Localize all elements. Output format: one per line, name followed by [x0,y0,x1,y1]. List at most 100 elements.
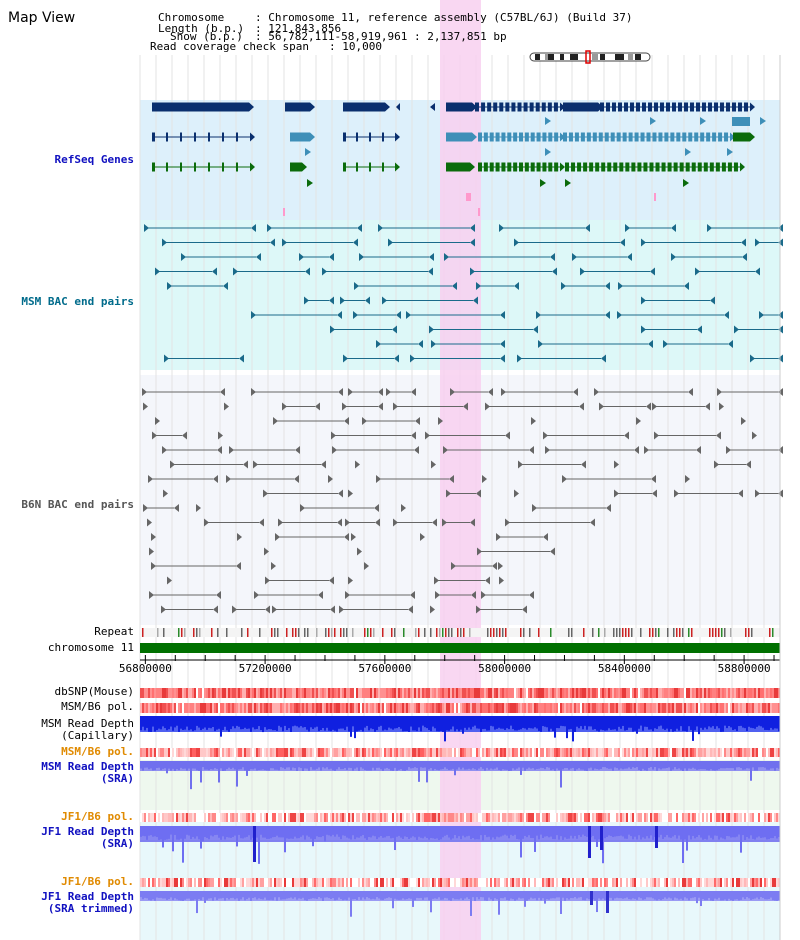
heat-cell [410,688,412,698]
heat-cell [738,878,740,887]
heat-cell [470,688,472,698]
depth-bar [186,716,188,727]
heat-cell [296,748,298,757]
heat-cell [170,878,172,887]
depth-bar [368,891,370,899]
track-label-jf1-read-depth-sra[interactable]: JF1 Read Depth (SRA) [41,825,134,850]
depth-bar [680,826,682,840]
heat-cell [730,703,732,713]
heat-cell [730,878,732,887]
msm-bac-end [418,340,423,348]
depth-bar [378,761,380,768]
b6n-bac-end [408,605,413,614]
depth-bar [532,891,534,899]
track-label-jf1-read-depth-trimmed[interactable]: JF1 Read Depth (SRA trimmed) [41,890,134,915]
b6n-bac-end [471,591,476,599]
heat-cell [616,813,618,822]
heat-cell [216,688,218,698]
depth-bar [398,826,400,836]
depth-bar [698,716,700,735]
heat-cell [342,878,344,887]
depth-bar [524,761,526,771]
heat-cell [602,688,604,698]
depth-bar [276,761,278,770]
b6n-bac-end [485,402,490,411]
track-label-repeat[interactable]: Repeat [94,625,134,638]
heat-cell [524,703,526,713]
depth-bar [308,826,310,837]
heat-cell [400,813,402,822]
track-label-dbsnp[interactable]: dbSNP(Mouse) [54,685,134,698]
heat-cell [624,878,626,887]
heat-cell [526,748,528,757]
heat-cell [778,813,780,822]
depth-bar [778,826,780,837]
b6n-bac-end [599,402,604,411]
depth-bar [388,826,390,836]
depth-bar [618,826,620,837]
depth-bar [752,761,754,768]
track-label-jf1-b6-pol-2[interactable]: JF1/B6 pol. [61,875,134,888]
heat-cell [690,748,692,757]
heat-cell [442,878,444,887]
repeat-element [442,628,444,637]
track-label-msm-read-depth-sra[interactable]: MSM Read Depth (SRA) [41,760,134,785]
depth-bar [768,891,770,900]
track-label-b6n-bac[interactable]: B6N BAC end pairs [21,498,134,511]
gene-exon [524,162,529,172]
heat-cell [394,878,396,887]
heat-cell [484,878,486,887]
heat-cell [234,688,236,698]
heat-cell [404,688,406,698]
heat-cell [284,688,286,698]
heat-cell [370,703,372,713]
gene-exon [697,162,702,172]
depth-bar [146,761,148,768]
depth-bar [142,761,144,771]
depth-bar [658,761,660,769]
heat-cell [220,813,222,822]
depth-bar [488,716,490,731]
depth-bar [212,716,214,728]
depth-bar [312,761,314,770]
track-label-msm-bac[interactable]: MSM BAC end pairs [21,295,134,308]
heat-cell [250,878,252,887]
depth-bar [246,826,248,837]
depth-bar [242,761,244,768]
depth-bar [358,716,360,731]
depth-bar [226,761,228,770]
heat-cell [204,703,206,713]
depth-bar [336,716,338,732]
b6n-bac-end [264,547,269,556]
depth-bar [646,761,648,771]
depth-bar [778,716,780,732]
heat-cell [306,813,308,822]
heat-cell [490,748,492,757]
track-label-msm-b6-pol-2[interactable]: MSM/B6 pol. [61,745,134,758]
track-label-refseq[interactable]: RefSeq Genes [54,153,134,166]
depth-bar [252,761,254,770]
depth-bar [430,716,432,732]
gene-exon [483,132,488,142]
heat-cell [590,703,592,713]
depth-bar [372,716,374,730]
track-label-msm-read-depth-capillary[interactable]: MSM Read Depth (Capillary) [41,717,134,742]
msm-bac-end [429,325,434,334]
depth-bar [300,761,302,769]
heat-cell [700,813,702,822]
track-label-jf1-b6-pol[interactable]: JF1/B6 pol. [61,810,134,823]
track-label-msm-b6-pol[interactable]: MSM/B6 pol. [61,700,134,713]
depth-bar [528,716,530,728]
depth-bar [400,826,402,838]
gene-strand-arrow [430,103,435,111]
depth-bar [296,891,298,900]
heat-cell [150,878,152,887]
depth-bar [698,891,700,898]
heat-cell [154,688,156,698]
heat-cell [722,813,724,822]
gene-exon [670,132,675,142]
heat-cell [392,688,394,698]
heat-cell [660,688,662,698]
track-label-chromosome[interactable]: chromosome 11 [47,641,134,654]
